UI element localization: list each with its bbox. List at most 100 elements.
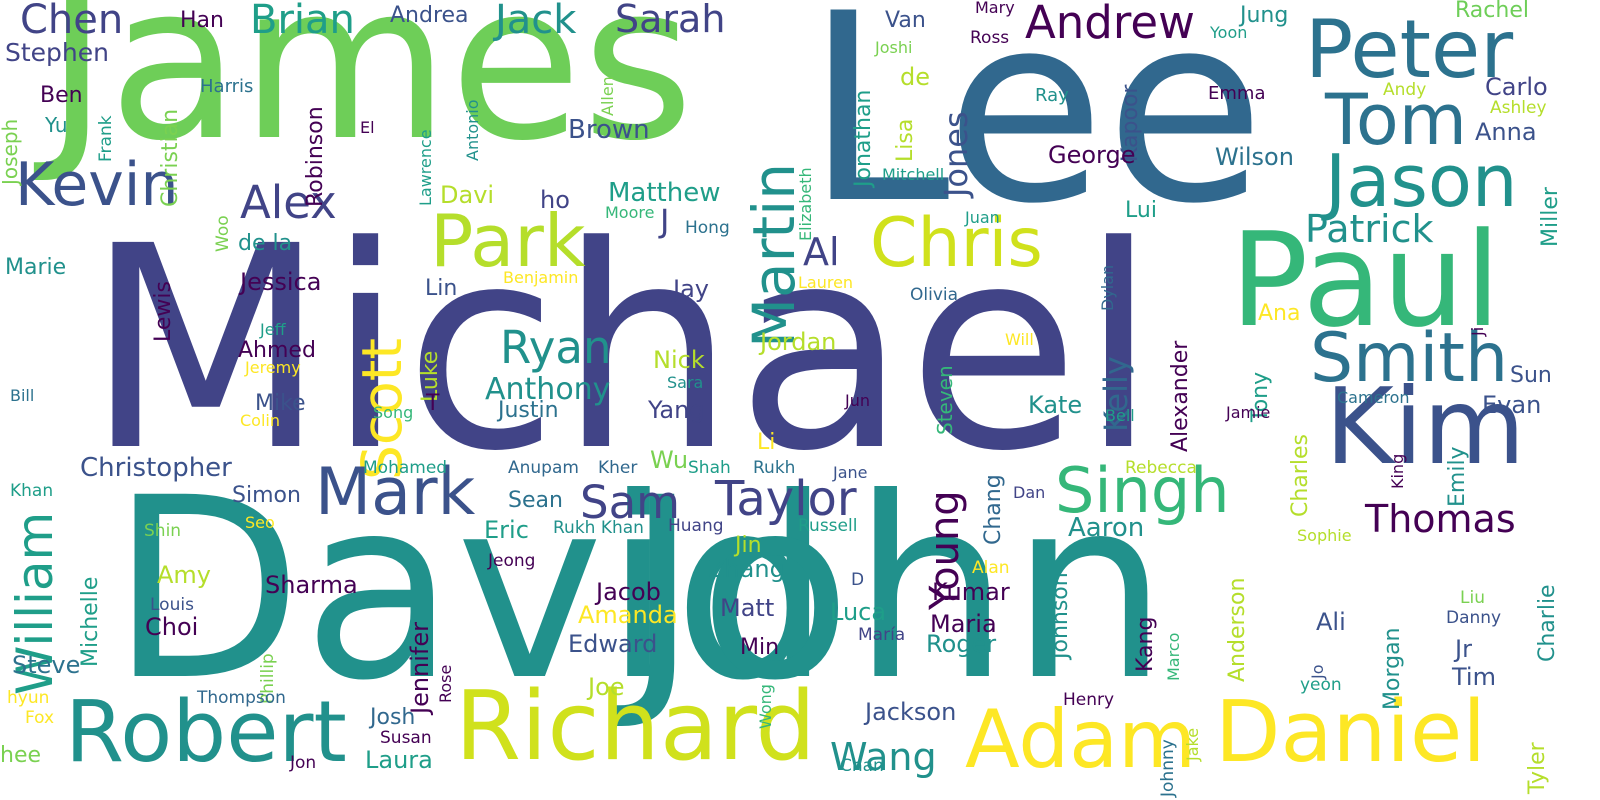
word-roger-176: Roger	[926, 630, 997, 658]
word-rebecca-134: Rebecca	[1125, 458, 1197, 478]
word-jay-89: Jay	[673, 275, 709, 303]
word-jane-133: Jane	[833, 463, 868, 482]
word-joshi-47: Joshi	[875, 38, 913, 57]
word-charles-125: Charles	[1288, 434, 1313, 517]
word-miller-75: Miller	[1538, 187, 1563, 247]
word-andrew-26: Andrew	[1025, 0, 1195, 49]
word-hee-197: hee	[0, 743, 42, 768]
word-frank-58: Frank	[96, 115, 116, 162]
word-yu-57: Yu	[45, 113, 68, 137]
word-maria-175: María	[858, 625, 906, 645]
word-jonathan-62: Jonathan	[851, 89, 876, 187]
word-van-46: Van	[885, 8, 926, 33]
word-ahmed-97: Ahmed	[238, 338, 316, 363]
word-alex-25: Alex	[240, 176, 337, 229]
word-adam-9: Adam	[965, 693, 1197, 786]
word-will-100: Will	[1005, 330, 1034, 349]
word-ryan-36: Ryan	[500, 321, 612, 374]
word-patrick-35: Patrick	[1305, 207, 1434, 251]
word-simon-136: Simon	[232, 483, 301, 508]
word-wang-201: Wang	[830, 735, 937, 779]
word-jacob-158: Jacob	[596, 578, 661, 606]
word-joseph-55: Joseph	[0, 118, 22, 185]
word-cameron-121: Cameron	[1337, 388, 1410, 407]
word-anthony-37: Anthony	[485, 372, 611, 407]
word-fox-187: Fox	[25, 708, 55, 728]
word-sun-108: Sun	[1510, 363, 1552, 388]
word-ray-66: Ray	[1035, 85, 1069, 106]
word-ho-77: ho	[540, 186, 570, 214]
word-li-126: Li	[757, 430, 776, 455]
word-steven-117: Steven	[933, 365, 957, 435]
word-bell-119: Bell	[1105, 406, 1135, 425]
word-tom-12: Tom	[1325, 79, 1467, 161]
word-mohamed-127: Mohamed	[363, 458, 448, 478]
word-al-86: Al	[803, 230, 840, 274]
word-ji-107: Ji	[1468, 326, 1487, 336]
word-rachel-43: Rachel	[1455, 0, 1529, 23]
word-rose-181: Rose	[436, 664, 455, 703]
word-juan-82: Juan	[965, 208, 1000, 227]
word-jessica-88: Jessica	[240, 268, 322, 296]
word-josh-189: Josh	[370, 705, 416, 730]
word-lawrence-60: Lawrence	[416, 129, 435, 206]
word-el-59: El	[360, 118, 375, 137]
word-moore-79: Moore	[605, 203, 655, 222]
word-tyler-196: Tyler	[1525, 742, 1550, 794]
word-king-124: King	[1388, 453, 1407, 489]
word-ben-56: Ben	[40, 83, 83, 108]
word-bill-109: Bill	[10, 386, 35, 405]
word-mark-20: Mark	[315, 455, 476, 530]
word-taylor-22: Taylor	[715, 471, 857, 527]
word-russell-142: Russell	[798, 516, 858, 536]
word-choi-153: Choi	[145, 613, 199, 641]
word-carlo-71: Carlo	[1485, 73, 1548, 101]
word-brown-61: Brown	[568, 115, 650, 145]
word-jeremy-98: Jeremy	[245, 358, 301, 377]
word-jr-171: Jr	[1455, 635, 1472, 663]
word-maria-163: Maria	[930, 610, 997, 638]
word-andrea-41: Andrea	[390, 3, 469, 28]
word-richard-6: Richard	[455, 672, 816, 782]
word-huang-141: Huang	[668, 516, 724, 536]
word-alan-161: Alan	[972, 558, 1010, 578]
word-lewis-94: Lewis	[151, 281, 176, 342]
word-wilson-70: Wilson	[1215, 143, 1294, 171]
word-jun-116: Jun	[845, 391, 870, 410]
word-luca-174: Luca	[830, 598, 887, 626]
word-eric-147: Eric	[484, 516, 529, 544]
word-allen-51: Allen	[598, 76, 617, 116]
word-amanda-159: Amanda	[578, 601, 678, 629]
word-alexander-104: Alexander	[1168, 340, 1193, 452]
word-yang-115: Yang	[648, 396, 705, 424]
word-christian-54: Christian	[158, 108, 183, 207]
word-george-69: George	[1048, 141, 1136, 169]
word-jon-198: Jon	[290, 753, 317, 773]
word-marie-95: Marie	[5, 255, 67, 280]
word-yoon-49: Yoon	[1210, 23, 1248, 42]
word-johnny-193: Johnny	[1158, 739, 1178, 797]
word-sara-103: Sara	[667, 373, 704, 392]
word-jeong-148: Jeong	[488, 551, 536, 571]
word-chang-139: Chang	[981, 474, 1006, 545]
word-seo-137: Seo	[245, 513, 275, 532]
word-lee-3: Lee	[805, 0, 1266, 261]
word-benjamin-90: Benjamin	[503, 268, 579, 287]
word-jamie-120: Jamie	[1226, 403, 1271, 422]
word-stephen-39: Stephen	[5, 38, 109, 67]
word-de-48: de	[900, 63, 930, 91]
word-ana-106: Ana	[1258, 301, 1301, 326]
word-sophie-144: Sophie	[1297, 526, 1352, 545]
word-kumar-162: Kumar	[932, 578, 1010, 606]
word-mike-110: Mike	[255, 391, 306, 416]
word-jones-34: Jones	[937, 111, 975, 197]
word-jordan-101: Jordan	[760, 328, 837, 356]
word-emma-67: Emma	[1208, 83, 1266, 104]
word-mary-44: Mary	[975, 0, 1015, 17]
word-kher-129: Kher	[598, 458, 638, 478]
word-edward-182: Edward	[568, 630, 658, 658]
word-anna-74: Anna	[1475, 118, 1537, 146]
word-kim-10: Kim	[1325, 366, 1526, 488]
word-han-40: Han	[180, 8, 224, 33]
